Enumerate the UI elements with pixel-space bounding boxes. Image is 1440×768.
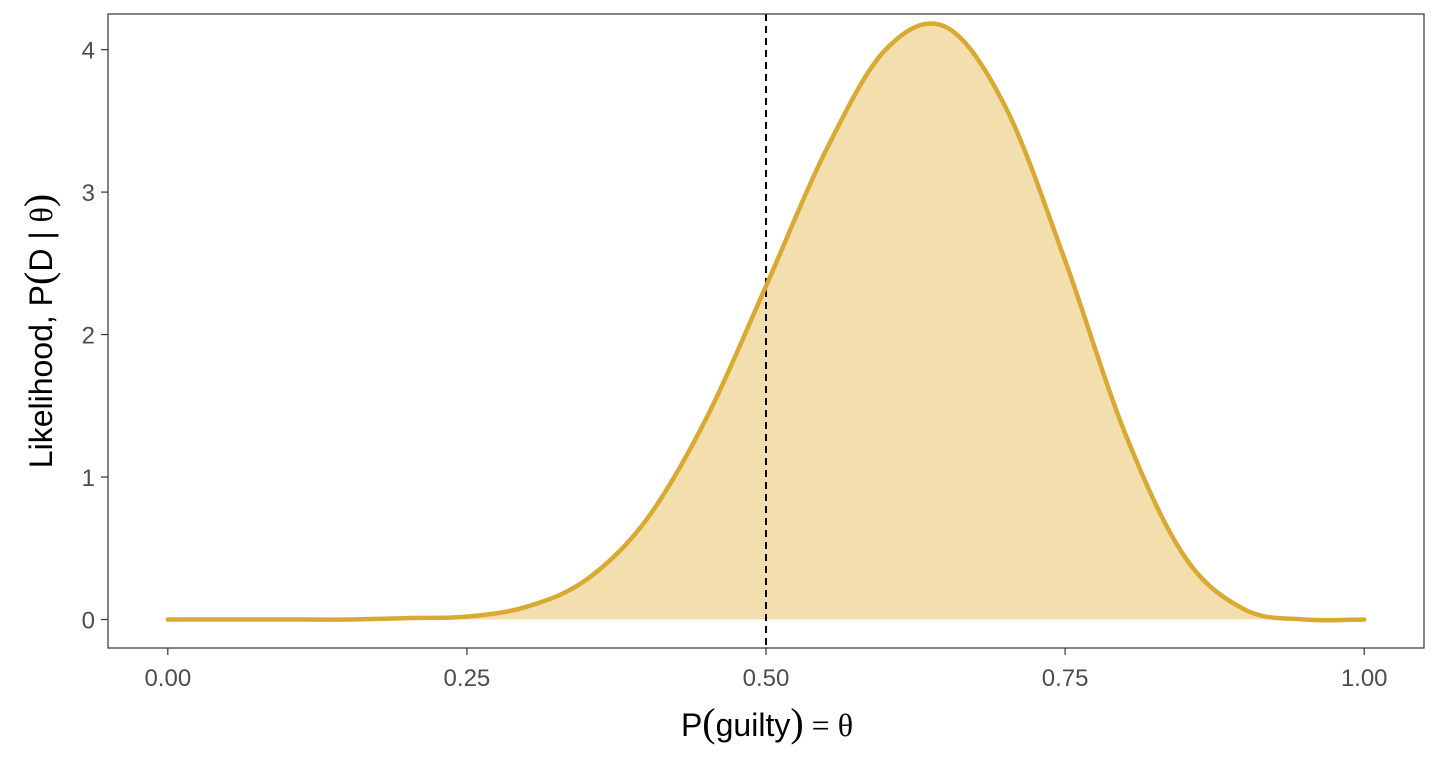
plot-area [165,14,1367,648]
likelihood-line [165,21,1367,623]
x-axis: 0.00 0.25 0.50 0.75 1.00 [144,648,1388,692]
y-tick-label: 3 [82,180,95,207]
x-tick-label: 0.75 [1042,665,1089,692]
x-title-lparen: ( [702,700,715,745]
y-title-theta: θ [23,207,59,222]
y-axis-title: Likelihood, P(D | θ) [16,194,61,468]
x-axis-title: P(guilty) = θ [681,700,853,745]
x-tick-label: 0.50 [743,665,790,692]
x-title-equals: = [804,707,838,743]
y-tick-label: 1 [82,465,95,492]
y-axis: 0 1 2 3 4 [82,38,108,635]
x-tick-label: 0.25 [444,665,491,692]
y-tick-label: 0 [82,608,95,635]
x-title-rparen: ) [790,700,803,745]
x-title-inner: guilty [716,707,791,743]
y-tick-label: 2 [82,323,95,350]
x-title-theta: θ [838,707,853,743]
x-title-prefix: P [681,707,702,743]
y-title-inner: D | [23,222,59,271]
likelihood-area [167,23,1365,621]
y-title-rparen: ) [16,194,61,207]
x-tick-label: 1.00 [1341,665,1388,692]
y-title-lparen: ( [16,272,61,285]
y-title-prefix: Likelihood, P [23,285,59,468]
y-tick-label: 4 [82,38,95,65]
x-tick-label: 0.00 [144,665,191,692]
